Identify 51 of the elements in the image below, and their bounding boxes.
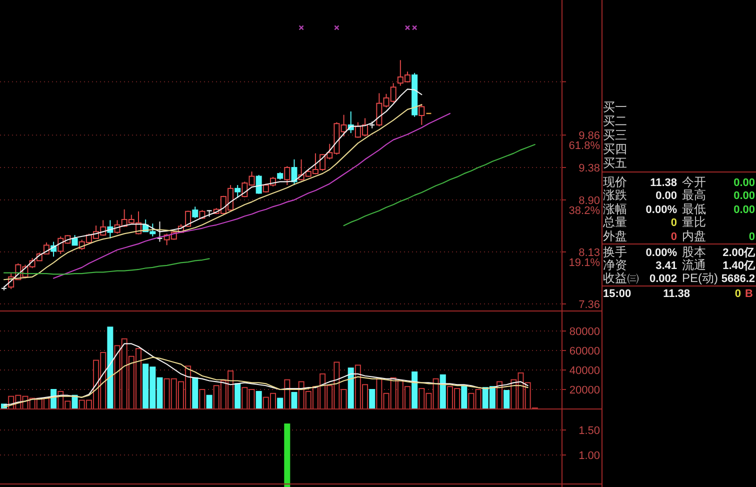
text: 2.00亿 bbox=[722, 247, 756, 259]
y-tick-label: 9.86 61.8% bbox=[568, 130, 600, 152]
text: 流通 bbox=[682, 258, 706, 272]
text: 0.00% bbox=[646, 204, 678, 216]
text: 买三 bbox=[603, 128, 627, 142]
text: 最高 bbox=[682, 188, 706, 202]
y-tick-label: 8.13 19.1% bbox=[568, 246, 600, 269]
text: 今开 bbox=[682, 175, 706, 189]
text: 买四 bbox=[603, 142, 627, 156]
text: 0.00 bbox=[734, 190, 755, 202]
y-tick-label: 7.36 bbox=[578, 298, 600, 311]
text: 买二 bbox=[603, 114, 627, 128]
text: 股本 bbox=[682, 245, 706, 259]
text: 0.00% bbox=[646, 247, 678, 259]
text: 涨跌 bbox=[603, 188, 627, 202]
text: 收益㈢ bbox=[603, 271, 639, 285]
text: B bbox=[745, 288, 753, 300]
text: 0 bbox=[748, 231, 755, 243]
y-tick-label: 9.38 bbox=[578, 162, 600, 174]
y-tick-label: 20000 bbox=[569, 384, 600, 397]
text: 11.38 bbox=[663, 288, 690, 300]
text: 净资 bbox=[603, 258, 627, 272]
y-tick-label: 1.00 bbox=[578, 450, 600, 462]
text: 0.00 bbox=[734, 204, 755, 216]
y-tick-label: 1.50 bbox=[578, 425, 600, 437]
text: 买五 bbox=[603, 156, 627, 170]
text: 换手 bbox=[603, 245, 627, 259]
y-tick-label: 8.90 38.2% bbox=[568, 194, 600, 217]
text: 总量 bbox=[602, 215, 627, 229]
text: 买一 bbox=[603, 100, 627, 114]
text: 涨幅 bbox=[603, 202, 627, 216]
text: 11.38 bbox=[650, 177, 677, 189]
text: 量比 bbox=[682, 215, 706, 229]
text: 最低 bbox=[682, 202, 706, 216]
y-tick-label: 40000 bbox=[569, 365, 600, 378]
text: 内盘 bbox=[682, 229, 706, 243]
y-tick-label: 60000 bbox=[569, 346, 600, 358]
text: 15:00 bbox=[603, 288, 632, 300]
text: 1.40亿 bbox=[722, 260, 756, 272]
text: 3.41 bbox=[656, 260, 677, 272]
text: 0.00 bbox=[656, 190, 677, 202]
text: 0 bbox=[670, 231, 677, 243]
text: 5686.2 bbox=[721, 273, 755, 285]
text: 0.002 bbox=[649, 273, 677, 285]
text: 外盘 bbox=[603, 229, 627, 243]
text: 现价 bbox=[603, 175, 627, 189]
text: PE(动) bbox=[682, 271, 718, 285]
text: 0 bbox=[670, 217, 677, 229]
text: 0 bbox=[734, 288, 741, 300]
y-tick-label: 80000 bbox=[569, 326, 600, 338]
text: 0.00 bbox=[734, 177, 755, 189]
